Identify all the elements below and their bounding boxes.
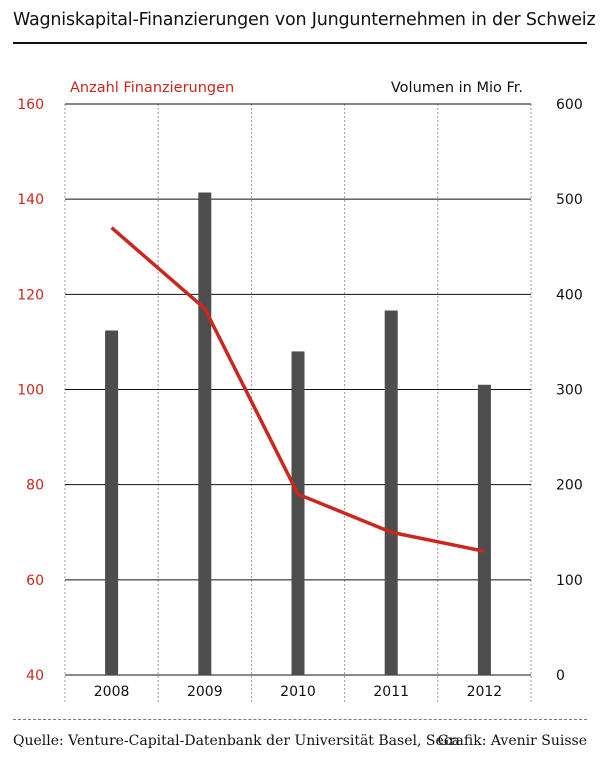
right-tick-label: 200 xyxy=(556,478,583,494)
count-line xyxy=(110,226,485,553)
legend-volume-label: Volumen in Mio Fr. xyxy=(391,80,523,96)
left-tick-label: 80 xyxy=(26,478,44,494)
volume-bars xyxy=(105,192,491,675)
right-tick-label: 100 xyxy=(556,573,583,589)
left-tick-label: 60 xyxy=(26,573,44,589)
graphic-credit: Grafik: Avenir Suisse xyxy=(437,733,587,749)
left-axis-ticks: 40 60 80 100 120 140 160 xyxy=(17,97,44,684)
left-tick-label: 160 xyxy=(17,97,44,113)
right-tick-label: 500 xyxy=(556,192,583,208)
left-tick-label: 100 xyxy=(17,383,44,399)
left-tick-label: 120 xyxy=(17,287,44,303)
title-rule xyxy=(13,42,587,44)
source-note: Quelle: Venture-Capital-Datenbank der Un… xyxy=(13,733,460,749)
right-tick-label: 600 xyxy=(556,97,583,113)
x-tick-label: 2009 xyxy=(187,684,223,700)
legend-count-label: Anzahl Finanzierungen xyxy=(70,80,234,96)
footer-rule xyxy=(13,719,587,720)
right-tick-label: 300 xyxy=(556,383,583,399)
right-axis-ticks: 0 100 200 300 400 500 600 xyxy=(556,97,583,684)
volume-bar xyxy=(477,384,491,675)
right-tick-label: 0 xyxy=(556,668,565,684)
left-tick-label: 40 xyxy=(26,668,44,684)
right-tick-label: 400 xyxy=(556,287,583,303)
volume-bar xyxy=(291,351,305,675)
volume-bar xyxy=(105,330,119,675)
x-axis-ticks: 2008 2009 2010 2011 2012 xyxy=(94,684,502,700)
volume-bar xyxy=(384,310,398,675)
chart-title: Wagniskapital-Finanzierungen von Jungunt… xyxy=(13,10,596,30)
x-tick-label: 2010 xyxy=(280,684,316,700)
x-tick-label: 2008 xyxy=(94,684,130,700)
volume-bar xyxy=(198,192,212,675)
x-tick-label: 2012 xyxy=(467,684,503,700)
left-tick-label: 140 xyxy=(17,192,44,208)
x-tick-label: 2011 xyxy=(373,684,409,700)
